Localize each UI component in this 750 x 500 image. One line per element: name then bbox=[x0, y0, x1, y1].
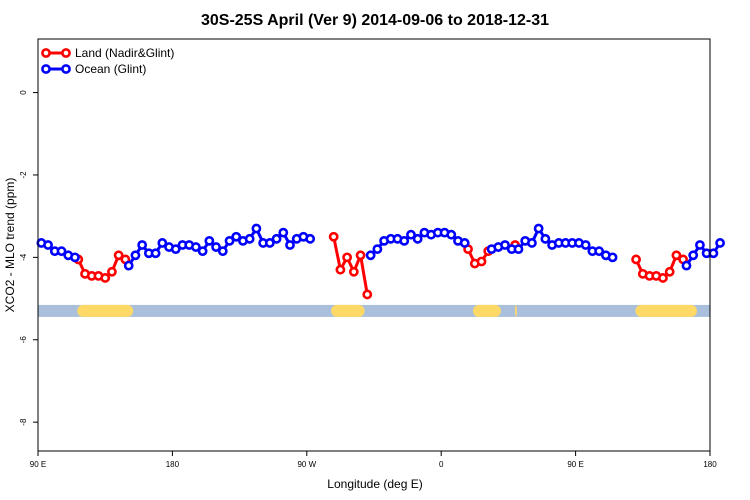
x-tick-label: 90 W bbox=[297, 460, 316, 469]
x-tick-label: 90 E bbox=[567, 460, 583, 469]
data-point bbox=[681, 260, 692, 271]
legend-item: Land (Nadir&Glint) bbox=[41, 46, 174, 60]
y-tick-label: -4 bbox=[19, 253, 28, 261]
x-axis-label: Longitude (deg E) bbox=[327, 477, 422, 491]
y-tick-label: -6 bbox=[19, 336, 28, 344]
y-tick-label: -2 bbox=[19, 171, 28, 179]
data-point bbox=[70, 252, 80, 263]
data-point bbox=[412, 233, 423, 244]
y-axis-label: XCO2 - MLO trend (ppm) bbox=[3, 178, 17, 313]
data-point bbox=[335, 264, 346, 275]
data-point bbox=[130, 250, 141, 261]
series-line bbox=[332, 236, 369, 295]
data-point bbox=[170, 244, 181, 255]
data-point bbox=[671, 250, 682, 261]
data-point bbox=[708, 248, 719, 259]
land-band-segment bbox=[514, 304, 517, 317]
ocean-band bbox=[38, 304, 710, 317]
data-point bbox=[150, 248, 161, 259]
legend-item: Ocean (Glint) bbox=[41, 62, 146, 76]
data-point bbox=[372, 244, 383, 255]
x-axis: 90 E 180 90 W 0 90 E 180 bbox=[30, 451, 717, 469]
data-point bbox=[137, 240, 148, 250]
data-point bbox=[594, 246, 605, 257]
data-point bbox=[278, 227, 289, 238]
data-point bbox=[695, 240, 705, 250]
data-point bbox=[197, 246, 208, 257]
data-point bbox=[107, 266, 117, 277]
data-point bbox=[399, 235, 410, 246]
data-point bbox=[217, 246, 228, 257]
legend-marker bbox=[61, 64, 71, 74]
data-point bbox=[355, 250, 366, 261]
data-point bbox=[527, 238, 537, 248]
x-tick-label: 180 bbox=[166, 460, 180, 469]
data-point bbox=[533, 223, 544, 234]
legend-marker bbox=[41, 64, 51, 74]
data-point bbox=[264, 238, 275, 248]
data-point bbox=[100, 273, 111, 283]
data-point bbox=[328, 231, 339, 242]
plot-frame bbox=[37, 38, 711, 452]
data-point bbox=[56, 246, 67, 257]
data-point bbox=[348, 266, 359, 277]
data-point bbox=[244, 233, 255, 244]
y-tick-label: 0 bbox=[19, 90, 28, 95]
x-tick-label: 0 bbox=[439, 460, 444, 469]
data-point bbox=[406, 229, 416, 240]
data-point bbox=[231, 231, 242, 242]
data-point bbox=[476, 256, 487, 267]
y-axis: 0 -2 -4 -6 -8 bbox=[19, 90, 38, 426]
series-layer bbox=[36, 223, 725, 300]
land-band-segment bbox=[472, 304, 501, 317]
data-point bbox=[123, 260, 134, 271]
x-tick-label: 180 bbox=[703, 460, 717, 469]
legend: Land (Nadir&Glint) Ocean (Glint) bbox=[41, 46, 174, 76]
data-point bbox=[204, 235, 215, 246]
legend-marker bbox=[61, 48, 71, 58]
land-band-segment bbox=[331, 304, 365, 317]
data-point bbox=[500, 240, 510, 250]
surface-band bbox=[38, 304, 710, 317]
legend-label: Land (Nadir&Glint) bbox=[75, 46, 174, 60]
series-ocean bbox=[36, 223, 725, 271]
land-band-segment bbox=[77, 304, 134, 317]
data-point bbox=[271, 233, 282, 244]
legend-marker bbox=[41, 48, 51, 58]
x-tick-label: 90 E bbox=[30, 460, 46, 469]
data-point bbox=[607, 252, 618, 263]
land-band-segment bbox=[635, 304, 697, 317]
data-point bbox=[113, 250, 124, 261]
data-point bbox=[305, 233, 316, 244]
data-point bbox=[580, 240, 591, 250]
data-point bbox=[446, 229, 457, 240]
chart-title: 30S-25S April (Ver 9) 2014-09-06 to 2018… bbox=[201, 12, 549, 29]
data-point bbox=[285, 240, 295, 250]
data-point bbox=[157, 238, 168, 248]
legend-label: Ocean (Glint) bbox=[75, 62, 146, 76]
data-point bbox=[211, 242, 221, 252]
data-point bbox=[688, 250, 699, 261]
data-point bbox=[631, 254, 641, 265]
data-point bbox=[43, 240, 53, 250]
y-tick-label: -8 bbox=[19, 418, 28, 426]
data-point bbox=[365, 250, 376, 261]
data-point bbox=[715, 238, 725, 248]
data-point bbox=[540, 233, 551, 244]
data-point bbox=[251, 223, 262, 234]
data-point bbox=[224, 235, 235, 246]
data-point bbox=[658, 273, 668, 283]
data-point bbox=[362, 289, 373, 300]
data-point bbox=[459, 238, 470, 248]
data-point bbox=[513, 244, 524, 255]
data-point bbox=[191, 242, 201, 252]
data-point bbox=[342, 252, 353, 263]
data-point bbox=[664, 266, 675, 277]
